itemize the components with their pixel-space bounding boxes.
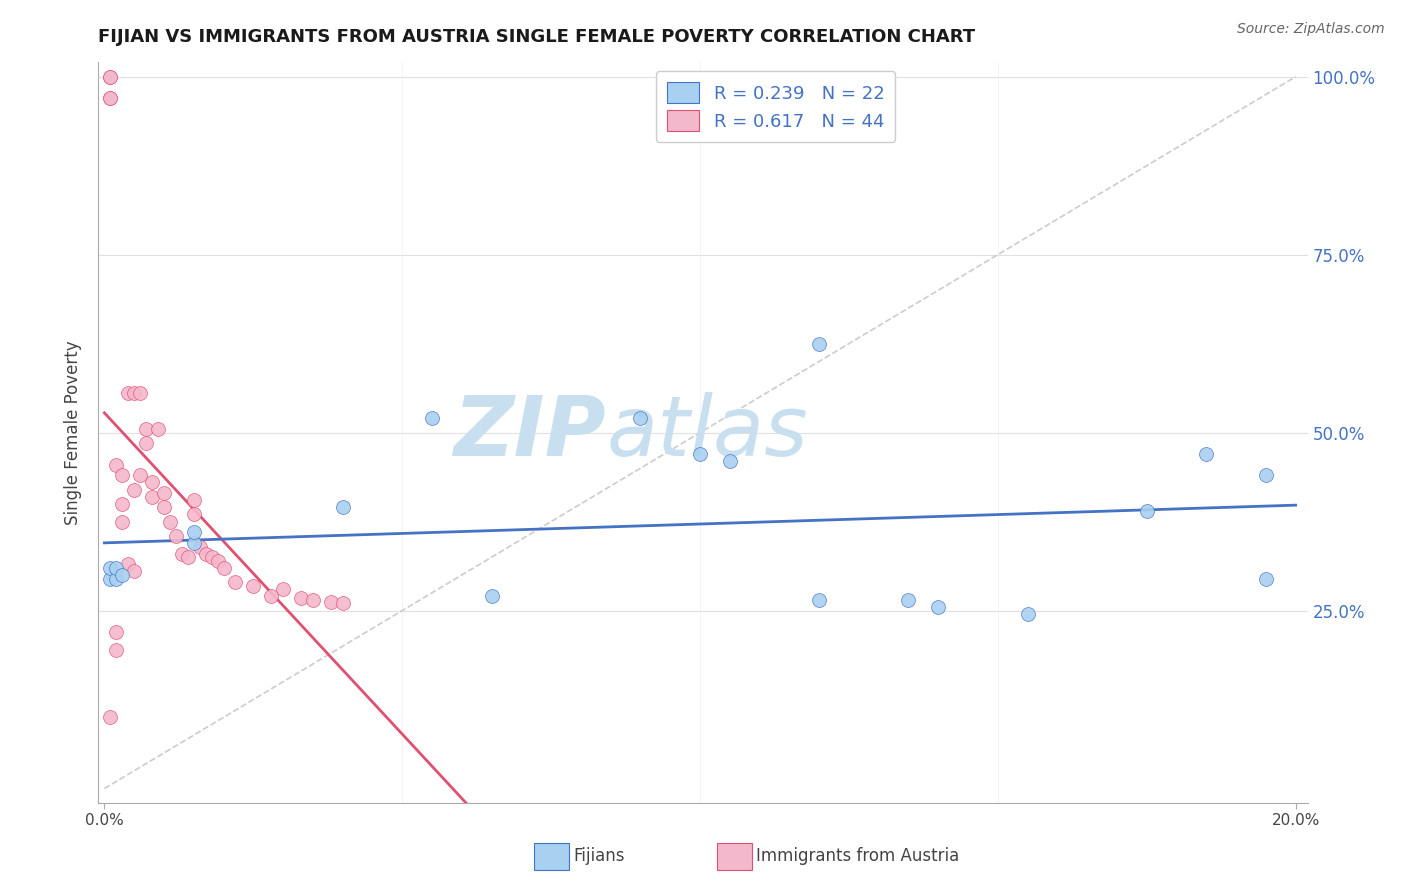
- Point: [302, 593, 325, 607]
- Point: [129, 386, 152, 401]
- Y-axis label: Single Female Poverty: Single Female Poverty: [65, 341, 83, 524]
- Point: [159, 515, 181, 529]
- Point: [98, 561, 121, 575]
- Point: [165, 529, 187, 543]
- Point: [718, 454, 741, 468]
- Point: [98, 710, 121, 724]
- Point: [897, 593, 920, 607]
- Point: [207, 554, 229, 568]
- Point: [122, 565, 145, 579]
- Point: [170, 547, 193, 561]
- Point: [141, 475, 163, 490]
- Point: [200, 550, 222, 565]
- Point: [481, 590, 503, 604]
- Point: [1136, 504, 1159, 518]
- Point: [260, 590, 283, 604]
- Point: [98, 91, 121, 105]
- Point: [98, 70, 121, 84]
- Legend: R = 0.239   N = 22, R = 0.617   N = 44: R = 0.239 N = 22, R = 0.617 N = 44: [655, 71, 896, 142]
- Point: [1017, 607, 1039, 622]
- Point: [927, 600, 949, 615]
- Point: [111, 497, 134, 511]
- Point: [98, 70, 121, 84]
- Point: [1254, 572, 1277, 586]
- Point: [153, 486, 176, 500]
- Point: [153, 500, 176, 515]
- Point: [188, 540, 211, 554]
- Point: [98, 572, 121, 586]
- Text: atlas: atlas: [606, 392, 808, 473]
- Point: [117, 558, 139, 572]
- Point: [105, 458, 128, 472]
- Point: [122, 483, 145, 497]
- Point: [177, 550, 200, 565]
- Point: [630, 411, 652, 425]
- Point: [105, 561, 128, 575]
- Point: [319, 595, 342, 609]
- Point: [135, 422, 157, 436]
- Point: [135, 436, 157, 450]
- Point: [117, 386, 139, 401]
- Point: [290, 591, 312, 605]
- Point: [271, 582, 294, 597]
- Point: [242, 579, 264, 593]
- Point: [141, 490, 163, 504]
- Point: [332, 597, 354, 611]
- Point: [111, 468, 134, 483]
- Text: Fijians: Fijians: [574, 847, 626, 865]
- Point: [808, 593, 831, 607]
- Point: [105, 624, 128, 639]
- Point: [111, 568, 134, 582]
- Point: [1254, 468, 1277, 483]
- Point: [183, 493, 205, 508]
- Point: [224, 575, 246, 590]
- Text: FIJIAN VS IMMIGRANTS FROM AUSTRIA SINGLE FEMALE POVERTY CORRELATION CHART: FIJIAN VS IMMIGRANTS FROM AUSTRIA SINGLE…: [98, 28, 976, 45]
- Text: ZIP: ZIP: [454, 392, 606, 473]
- Point: [808, 336, 831, 351]
- Point: [183, 508, 205, 522]
- Point: [689, 447, 711, 461]
- Point: [98, 91, 121, 105]
- Point: [111, 515, 134, 529]
- Point: [105, 572, 128, 586]
- Text: Source: ZipAtlas.com: Source: ZipAtlas.com: [1237, 22, 1385, 37]
- Point: [212, 561, 235, 575]
- Point: [146, 422, 169, 436]
- Point: [122, 386, 145, 401]
- Point: [1195, 447, 1218, 461]
- Point: [129, 468, 152, 483]
- Point: [332, 500, 354, 515]
- Point: [183, 536, 205, 550]
- Text: Immigrants from Austria: Immigrants from Austria: [756, 847, 960, 865]
- Point: [183, 525, 205, 540]
- Point: [194, 547, 217, 561]
- Point: [105, 642, 128, 657]
- Point: [420, 411, 443, 425]
